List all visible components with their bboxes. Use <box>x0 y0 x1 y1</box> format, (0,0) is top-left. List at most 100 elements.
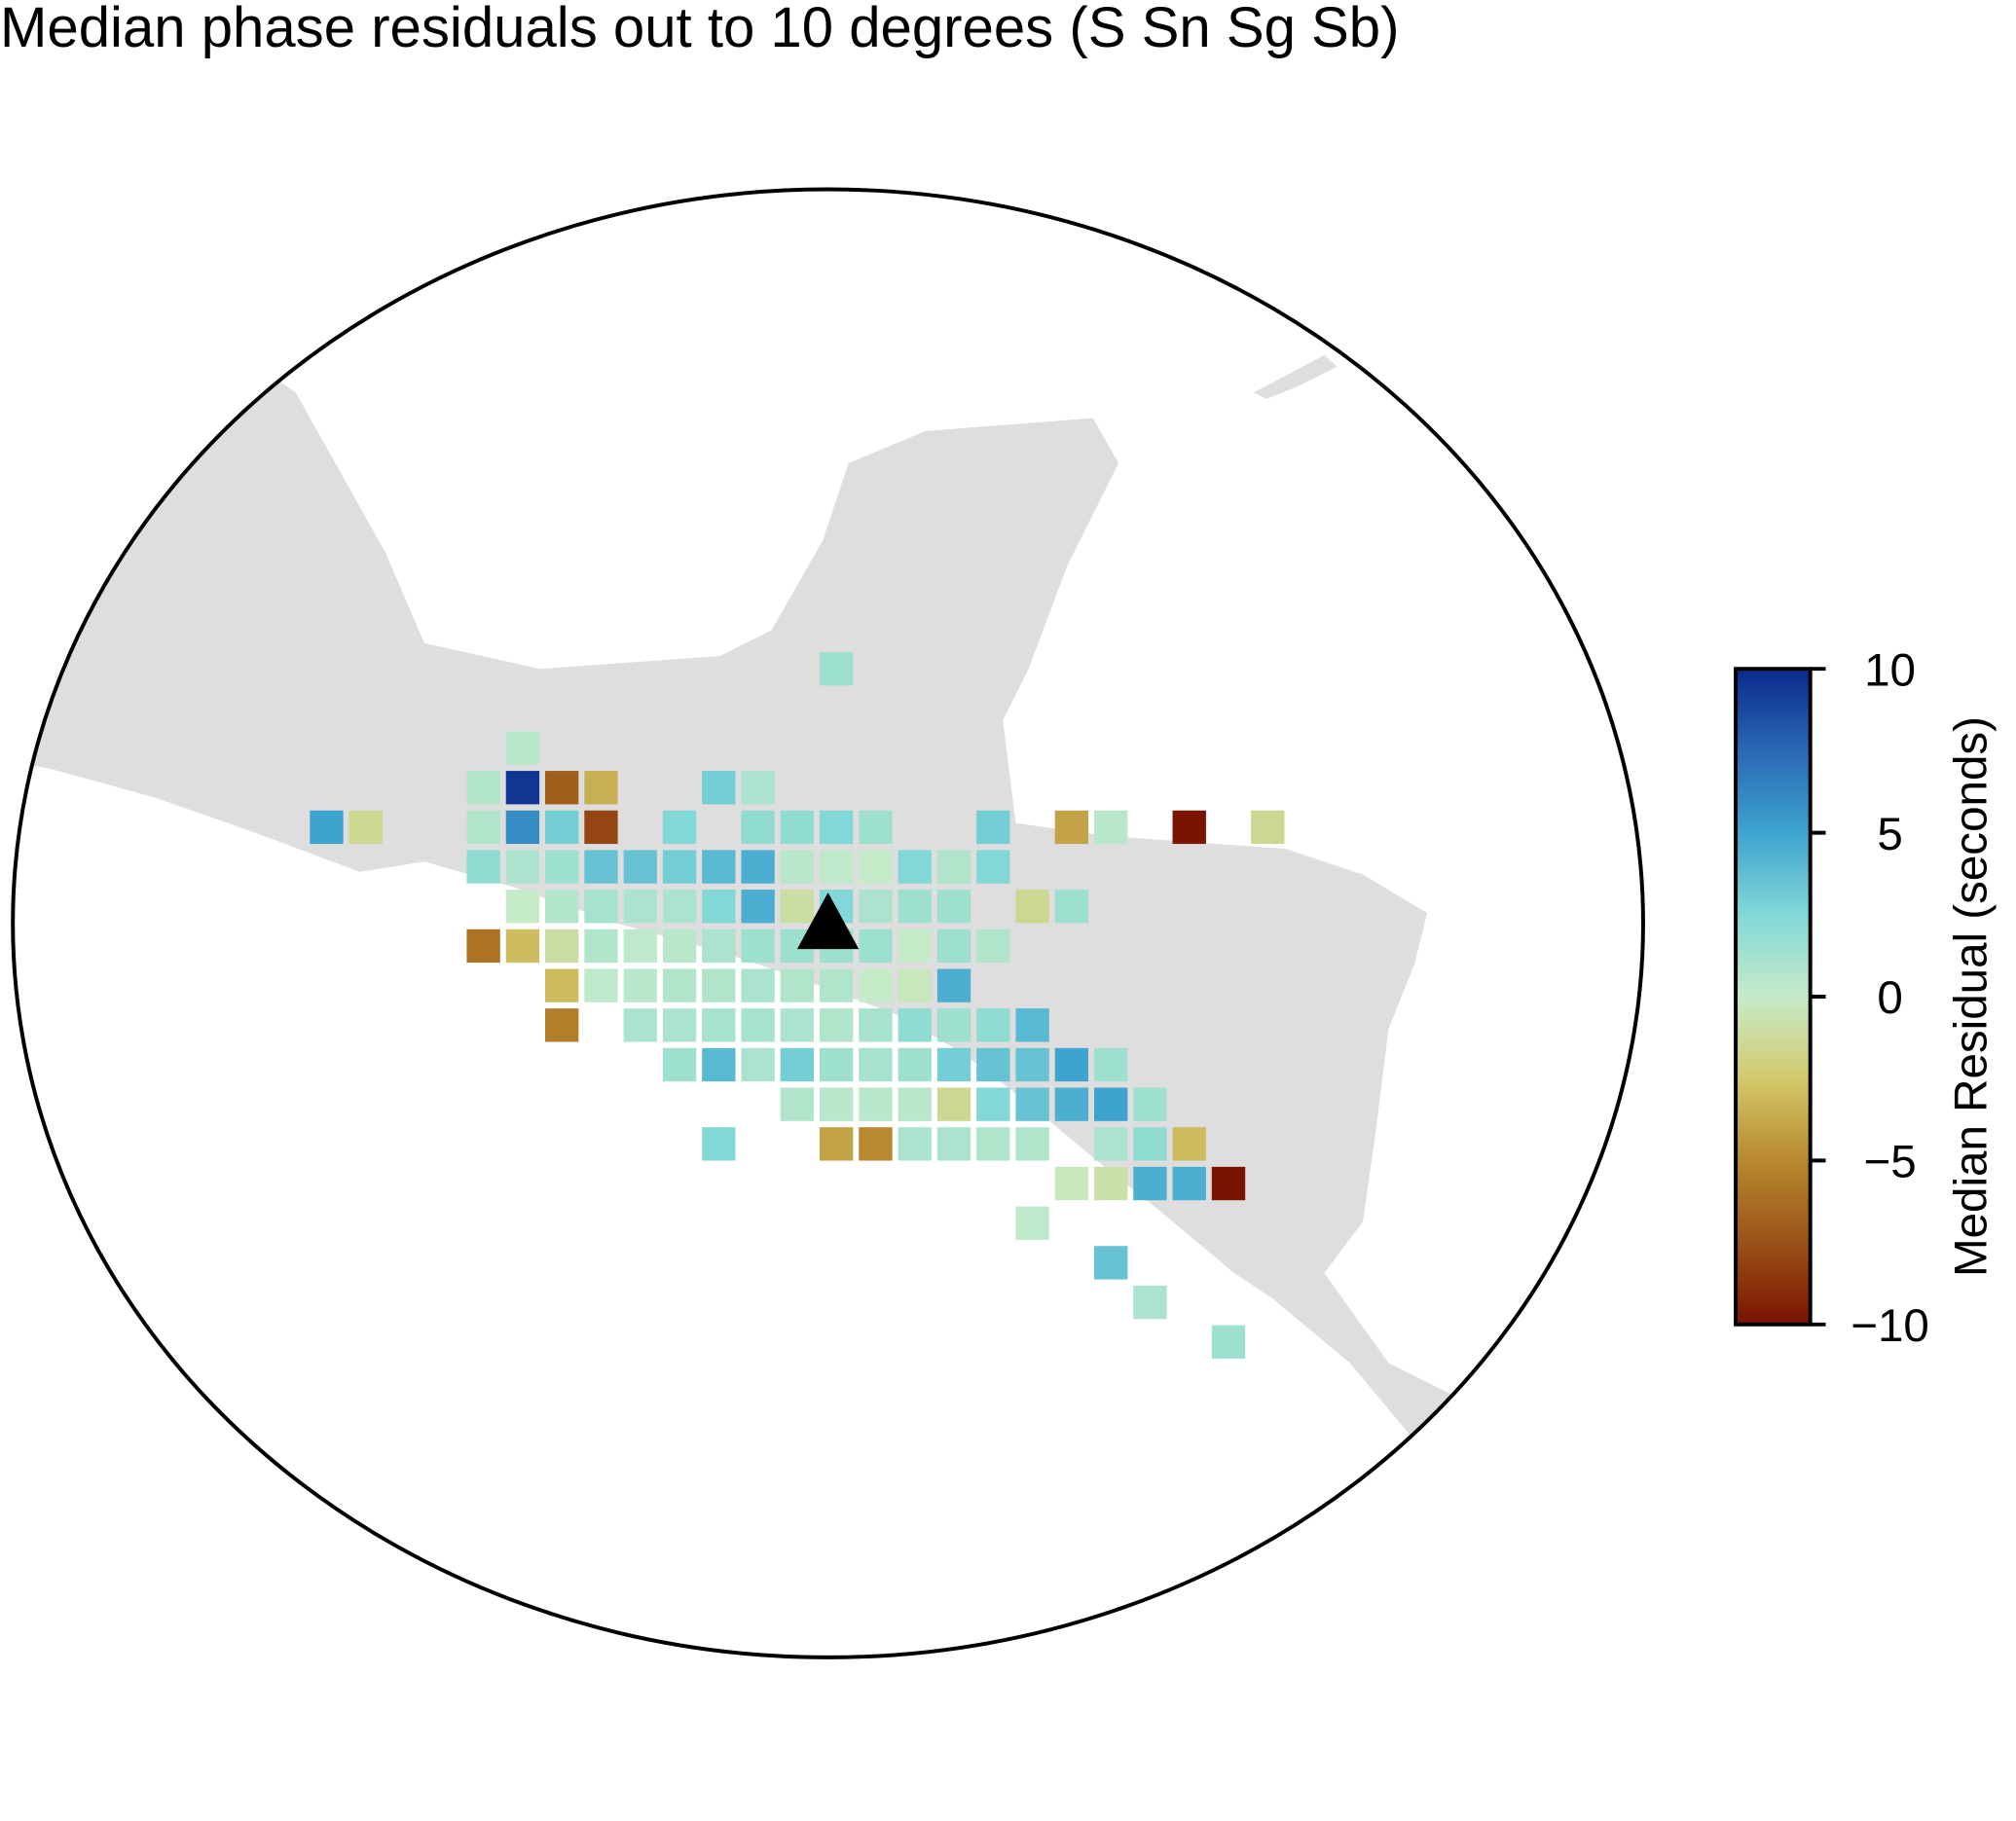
grid-cell <box>976 1127 1010 1161</box>
grid-cell <box>780 968 815 1002</box>
grid-cell <box>936 1047 971 1082</box>
grid-cell <box>936 1008 971 1042</box>
grid-cell <box>936 968 971 1002</box>
grid-cell <box>545 968 579 1002</box>
grid-cell <box>702 968 736 1002</box>
grid-cell <box>741 1047 775 1082</box>
grid-cell <box>859 1087 893 1121</box>
grid-cell <box>1015 1047 1049 1082</box>
grid-cell <box>702 1047 736 1082</box>
grid-cell <box>859 1047 893 1082</box>
grid-cell <box>1172 810 1206 845</box>
grid-cell <box>1054 1047 1089 1082</box>
grid-cell <box>936 1127 971 1161</box>
grid-cell <box>820 850 854 884</box>
grid-cell <box>662 850 697 884</box>
grid-cell <box>1172 1127 1206 1161</box>
grid-cell <box>505 929 540 964</box>
grid-cell <box>820 1087 854 1121</box>
colorbar-tick-label: 0 <box>1877 972 1902 1024</box>
grid-cell <box>584 850 618 884</box>
grid-cell <box>936 850 971 884</box>
grid-cell <box>584 968 618 1002</box>
grid-cell <box>348 810 383 845</box>
grid-cell <box>1133 1127 1167 1161</box>
grid-cell <box>584 810 618 845</box>
grid-cell <box>898 968 932 1002</box>
grid-cell <box>780 810 815 845</box>
grid-cell <box>1015 1008 1049 1042</box>
grid-cell <box>976 929 1010 964</box>
grid-cell <box>898 1087 932 1121</box>
grid-cell <box>466 810 500 845</box>
grid-cell <box>976 1087 1010 1121</box>
grid-cell <box>584 890 618 924</box>
grid-cell <box>1054 1166 1089 1201</box>
grid-cell <box>859 968 893 1002</box>
grid-cell <box>898 1008 932 1042</box>
grid-cell <box>1015 1127 1049 1161</box>
grid-cell <box>898 929 932 964</box>
colorbar <box>1734 667 1813 1327</box>
grid-cell <box>780 1087 815 1121</box>
land <box>1253 354 1338 399</box>
grid-cell <box>505 810 540 845</box>
grid-cell <box>623 890 657 924</box>
colorbar-tick-label: 5 <box>1877 809 1902 860</box>
grid-cell <box>505 771 540 805</box>
grid-cell <box>741 810 775 845</box>
grid-cell <box>702 850 736 884</box>
grid-cell <box>859 929 893 964</box>
grid-cell <box>859 850 893 884</box>
grid-cell <box>976 1047 1010 1082</box>
grid-cell <box>1133 1166 1167 1201</box>
grid-cell <box>584 929 618 964</box>
grid-cell <box>898 850 932 884</box>
grid-cell <box>1015 890 1049 924</box>
grid-cell <box>1054 890 1089 924</box>
grid-cell <box>545 850 579 884</box>
grid-cell <box>780 890 815 924</box>
colorbar-tick-label: 10 <box>1864 644 1916 696</box>
grid-cell <box>662 968 697 1002</box>
globe-outline <box>11 187 1645 1659</box>
grid-cell <box>505 850 540 884</box>
grid-cell <box>859 810 893 845</box>
grid-cell <box>1133 1087 1167 1121</box>
grid-cell <box>741 968 775 1002</box>
colorbar-tick-label: −5 <box>1863 1137 1916 1188</box>
grid-cell <box>820 1047 854 1082</box>
grid-cell <box>741 929 775 964</box>
grid-cell <box>662 1047 697 1082</box>
grid-cell <box>1093 1047 1128 1082</box>
grid-cell <box>741 850 775 884</box>
grid-cell <box>702 771 736 805</box>
grid-cell <box>505 890 540 924</box>
grid-cell <box>820 968 854 1002</box>
grid-cell <box>1211 1166 1246 1201</box>
grid-cell <box>584 771 618 805</box>
grid-cell <box>859 1008 893 1042</box>
grid-cell <box>859 890 893 924</box>
grid-cell <box>976 810 1010 845</box>
grid-cell <box>702 929 736 964</box>
grid-cell <box>662 1008 697 1042</box>
colorbar-label: Median Residual (seconds) <box>1946 716 1998 1277</box>
grid-cell <box>1093 1166 1128 1201</box>
grid-cell <box>623 1008 657 1042</box>
grid-cell <box>545 771 579 805</box>
grid-cell <box>1054 1087 1089 1121</box>
grid-cell <box>1093 810 1128 845</box>
colorbar-tick-label: −10 <box>1851 1300 1929 1352</box>
grid-cell <box>702 890 736 924</box>
grid-cell <box>466 850 500 884</box>
grid-cell <box>623 929 657 964</box>
grid-cell <box>898 1127 932 1161</box>
grid-cell <box>1211 1325 1246 1359</box>
grid-cell <box>623 850 657 884</box>
grid-cell <box>662 929 697 964</box>
grid-cell <box>623 968 657 1002</box>
grid-cell <box>976 1008 1010 1042</box>
grid-cell <box>976 850 1010 884</box>
